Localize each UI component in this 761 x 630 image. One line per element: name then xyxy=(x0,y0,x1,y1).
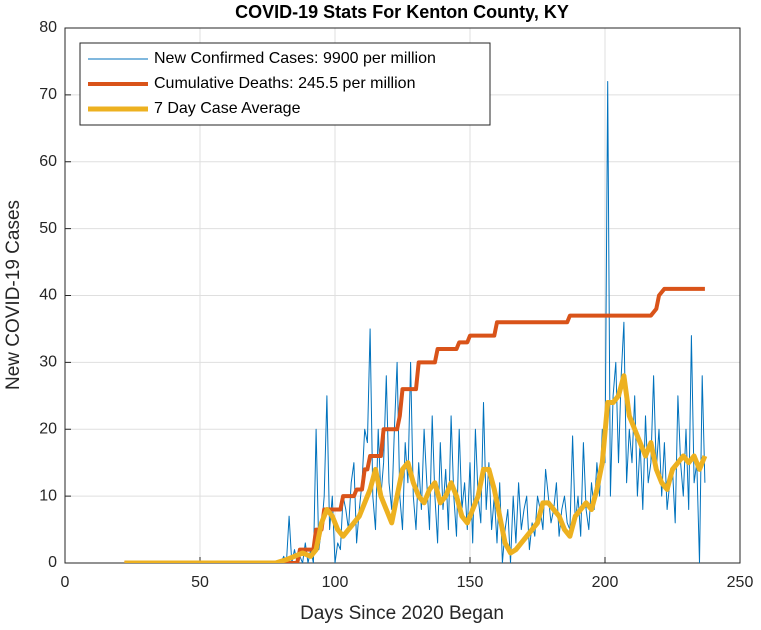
legend-label: 7 Day Case Average xyxy=(154,100,301,117)
y-tick-label: 10 xyxy=(39,487,57,504)
plot-frame xyxy=(64,27,741,564)
y-tick-label: 0 xyxy=(48,554,57,571)
y-tick-label: 40 xyxy=(39,287,57,304)
legend-label: New Confirmed Cases: 9900 per million xyxy=(154,50,436,67)
chart-title: COVID-19 Stats For Kenton County, KY xyxy=(235,2,569,22)
legend-label: Cumulative Deaths: 245.5 per million xyxy=(154,75,415,92)
x-axis-label: Days Since 2020 Began xyxy=(300,603,504,624)
series-line xyxy=(124,286,705,563)
x-tick-label: 50 xyxy=(191,574,209,591)
y-tick-label: 30 xyxy=(39,354,57,371)
y-tick-label: 80 xyxy=(39,19,57,36)
x-tick-label: 0 xyxy=(61,574,70,591)
legend-box xyxy=(79,42,491,126)
x-tick-label: 250 xyxy=(727,574,754,591)
series-line xyxy=(124,81,706,563)
x-tick-label: 200 xyxy=(592,574,619,591)
y-tick-label: 60 xyxy=(39,153,57,170)
x-tick-label: 150 xyxy=(457,574,484,591)
series-line xyxy=(124,373,708,563)
y-tick-label: 50 xyxy=(39,220,57,237)
y-axis-label: New COVID-19 Cases xyxy=(3,200,24,390)
y-tick-label: 70 xyxy=(39,86,57,103)
x-tick-label: 100 xyxy=(322,574,349,591)
y-tick-label: 20 xyxy=(39,420,57,437)
